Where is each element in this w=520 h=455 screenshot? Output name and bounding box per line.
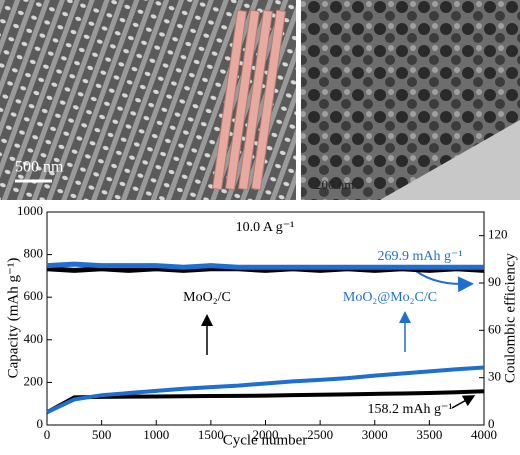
- x-tick-label: 500: [92, 427, 112, 442]
- scale-bar-label: 200 nm: [315, 177, 354, 192]
- scale-bar-label: 500 nm: [15, 159, 64, 176]
- annotation: 269.9 mAh g⁻¹: [377, 249, 462, 264]
- arrow: [451, 395, 476, 409]
- series-label: MoO₂@Mo₂C/C: [343, 290, 437, 305]
- series-label: MoO₂/C: [183, 290, 231, 305]
- annotation: 158.2 mAh g⁻¹: [367, 402, 452, 417]
- x-tick-label: 1000: [143, 427, 169, 442]
- y-axis-label: Capacity (mAh g⁻¹): [5, 258, 21, 379]
- y2-tick-label: 0: [488, 416, 495, 431]
- y2-tick-label: 30: [488, 369, 501, 384]
- y-tick-label: 1000: [17, 203, 43, 218]
- x-axis-label: Cycle number: [223, 432, 308, 448]
- y-tick-label: 200: [24, 373, 44, 388]
- x-tick-label: 1500: [198, 427, 224, 442]
- x-tick-label: 0: [44, 427, 51, 442]
- efficiency-line: [46, 261, 484, 270]
- y-tick-label: 800: [24, 246, 44, 261]
- x-tick-label: 2500: [307, 427, 333, 442]
- y2-tick-label: 120: [488, 227, 508, 242]
- annotation: 10.0 A g⁻¹: [236, 220, 295, 235]
- y2-tick-label: 60: [488, 321, 501, 336]
- y2-tick-label: 90: [488, 274, 501, 289]
- tem-background: [380, 120, 520, 200]
- x-tick-label: 2000: [253, 427, 279, 442]
- x-tick-label: 4000: [471, 427, 497, 442]
- y-tick-label: 400: [24, 331, 44, 346]
- nanowire-illustration: [211, 9, 287, 191]
- x-tick-label: 3500: [416, 427, 442, 442]
- y2-axis-label: Coulombic efficiency: [502, 252, 518, 383]
- x-tick-label: 3000: [362, 427, 388, 442]
- y-tick-label: 600: [24, 288, 44, 303]
- capacity-line: [46, 365, 485, 415]
- y-tick-label: 0: [37, 416, 44, 431]
- capacity-line: [46, 389, 485, 414]
